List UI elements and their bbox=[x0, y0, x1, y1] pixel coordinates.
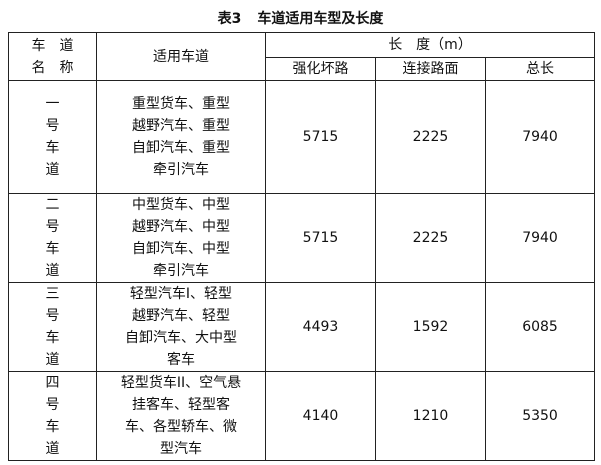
table-row: 二号车道 中型货车、中型 越野汽车、中型 自卸汽车、中型 牵引汽车 5715 2225 794… bbox=[8, 193, 596, 283]
table-caption: 车道适用车型及长度 bbox=[257, 11, 384, 27]
lane-name: 三号车道 bbox=[8, 282, 97, 372]
header-reinforced: 强化坏路 bbox=[265, 57, 376, 81]
table-row: 三号车道 轻型汽车I、轻型 越野汽车、轻型 自卸汽车、大中型 客车 4493 1592 608… bbox=[8, 282, 596, 372]
total-length: 5350 bbox=[484, 371, 596, 461]
lane-name: 一号车道 bbox=[8, 80, 97, 194]
header-length: 长 度（m） bbox=[264, 32, 596, 58]
header-total: 总长 bbox=[484, 57, 596, 81]
reinforced-length: 4140 bbox=[265, 371, 376, 461]
lane-table: 车 道名 称 适用车道 长 度（m） 强化坏路 连接路面 总长 一号车道 重型货车… bbox=[8, 32, 596, 461]
lane-vehicles: 中型货车、中型 越野汽车、中型 自卸汽车、中型 牵引汽车 bbox=[96, 193, 266, 283]
table-title: 表3 车道适用车型及长度 bbox=[0, 8, 601, 28]
header-vehicles: 适用车道 bbox=[96, 32, 266, 81]
lane-name: 二号车道 bbox=[8, 193, 97, 283]
lane-vehicles: 重型货车、重型 越野汽车、重型 自卸汽车、重型 牵引汽车 bbox=[96, 80, 266, 194]
connecting-length: 1210 bbox=[375, 371, 486, 461]
connecting-length: 2225 bbox=[375, 193, 486, 283]
table-number: 表3 bbox=[217, 11, 242, 27]
table-row: 四号车道 轻型货车II、空气悬 挂客车、轻型客 车、各型轿车、微 型汽车 4140 1210… bbox=[8, 371, 596, 461]
table-row: 一号车道 重型货车、重型 越野汽车、重型 自卸汽车、重型 牵引汽车 5715 2225 794… bbox=[8, 80, 596, 194]
total-length: 7940 bbox=[484, 193, 596, 283]
lane-vehicles: 轻型汽车I、轻型 越野汽车、轻型 自卸汽车、大中型 客车 bbox=[96, 282, 266, 372]
lane-vehicles: 轻型货车II、空气悬 挂客车、轻型客 车、各型轿车、微 型汽车 bbox=[96, 371, 266, 461]
total-length: 7940 bbox=[484, 80, 596, 194]
reinforced-length: 4493 bbox=[265, 282, 376, 372]
lane-name: 四号车道 bbox=[8, 371, 97, 461]
total-length: 6085 bbox=[484, 282, 596, 372]
header-connecting: 连接路面 bbox=[375, 57, 486, 81]
reinforced-length: 5715 bbox=[265, 80, 376, 194]
reinforced-length: 5715 bbox=[265, 193, 376, 283]
header-lane-name: 车 道名 称 bbox=[8, 32, 97, 81]
connecting-length: 2225 bbox=[375, 80, 486, 194]
connecting-length: 1592 bbox=[375, 282, 486, 372]
